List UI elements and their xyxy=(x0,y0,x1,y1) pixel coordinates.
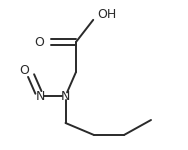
Text: O: O xyxy=(35,36,45,48)
Text: N: N xyxy=(35,90,45,102)
Text: O: O xyxy=(20,64,30,77)
Text: N: N xyxy=(61,90,70,102)
Text: OH: OH xyxy=(97,9,116,21)
